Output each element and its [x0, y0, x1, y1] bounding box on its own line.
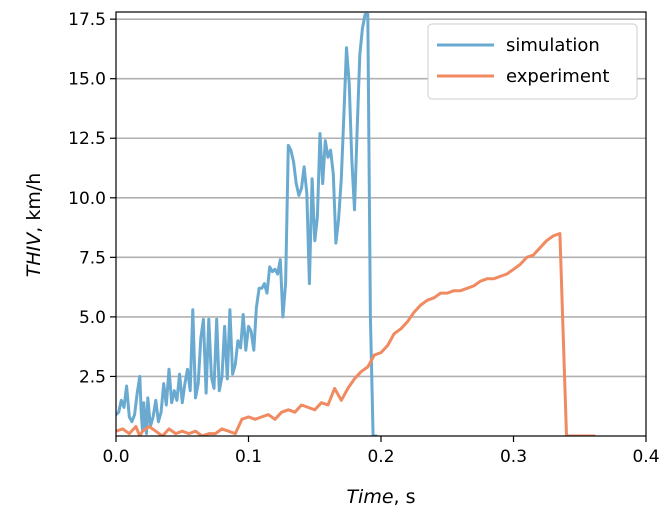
- y-axis-ticks: 2.5 5.0 7.5 10.0 12.5 15.0 17.5: [68, 10, 116, 387]
- x-tick-label: 0.3: [500, 447, 527, 467]
- series-line-simulation: [116, 12, 378, 436]
- series-lines: [116, 12, 596, 436]
- y-tick-label: 12.5: [68, 129, 106, 149]
- x-tick-label: 0.0: [102, 447, 129, 467]
- legend-box: [427, 23, 638, 100]
- x-tick-label: 0.2: [367, 447, 394, 467]
- y-tick-label: 2.5: [79, 367, 106, 387]
- series-line-experiment: [116, 232, 596, 436]
- y-tick-label: 17.5: [68, 10, 106, 30]
- y-tick-label: 10.0: [68, 189, 106, 209]
- legend-label-simulation: simulation: [506, 35, 600, 56]
- y-tick-label: 7.5: [79, 248, 106, 268]
- y-tick-label: 5.0: [79, 308, 106, 328]
- x-axis-label: Time, s: [346, 486, 415, 508]
- legend-label-experiment: experiment: [506, 66, 609, 87]
- gridlines: [116, 18, 646, 378]
- legend: simulation experiment: [427, 23, 638, 100]
- x-tick-label: 0.1: [235, 447, 262, 467]
- y-axis-label: THIV, km/h: [23, 173, 45, 278]
- x-axis-ticks: 0.0 0.1 0.2 0.3 0.4: [102, 436, 660, 467]
- y-tick-label: 15.0: [68, 70, 106, 90]
- x-tick-label: 0.4: [632, 447, 659, 467]
